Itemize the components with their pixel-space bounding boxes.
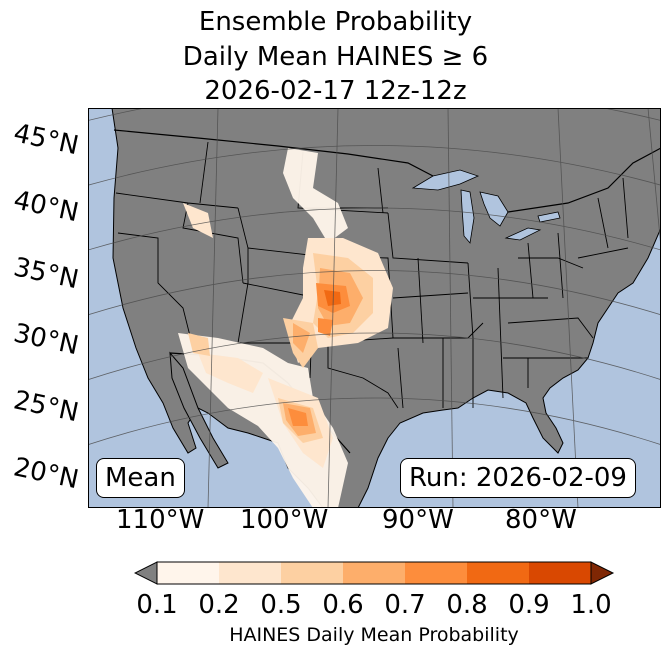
canada-us-border [113,129,661,213]
colorbar-segment [467,562,529,584]
title-line-3: 2026-02-17 12z-12z [204,76,467,106]
lon-label-90: 90°W [382,505,454,535]
colorbar-under-arrow [134,561,158,585]
prob-0.8-region [324,290,341,306]
map-frame [88,108,661,508]
lon-label-110: 110°W [116,505,205,535]
colorbar-segment [281,562,343,584]
prob-0.2-region [183,203,213,238]
colorbar-segment [157,562,219,584]
prob-0.5-region [188,333,210,356]
probability-shading [178,148,393,508]
lon-label-100: 100°W [240,505,329,535]
colorbar-segment [219,562,281,584]
lat-label-40: 40°N [10,185,82,229]
colorbar-tick-label: 0.8 [446,590,488,620]
lake-huron [479,191,509,227]
colorbar-label: HAINES Daily Mean Probability [229,624,519,646]
colorbar-tick-label: 0.1 [136,590,178,620]
colorbar-tick-label: 0.6 [322,590,364,620]
probability-map [88,108,661,508]
lake-michigan [460,189,475,244]
colorbar [134,561,615,585]
title-line-1: Ensemble Probability [198,7,473,37]
title-line-2: Daily Mean HAINES ≥ 6 [182,42,489,72]
colorbar-tick-label: 1.0 [570,590,612,620]
lat-label-45: 45°N [10,118,82,162]
prob-0.7-region [318,318,333,336]
lon-label-80: 80°W [505,505,577,535]
colorbar-tick-label: 0.9 [508,590,550,620]
colorbar-tick-label: 0.5 [260,590,302,620]
colorbar-segment [529,562,591,584]
lat-label-35: 35°N [10,252,82,296]
colorbar-tick-label: 0.7 [384,590,426,620]
colorbar-segment [343,562,405,584]
colorbar-over-arrow [590,561,615,585]
colorbar-tick-label: 0.2 [198,590,240,620]
lat-label-30: 30°N [10,318,82,362]
baja-peninsula [169,351,229,469]
prob-0.1-region [283,148,348,243]
run-date-label: Run: 2026-02-09 [400,458,636,498]
lat-label-25: 25°N [10,385,82,429]
prob-0.6-region [293,323,310,353]
lat-label-20: 20°N [10,452,82,496]
lake-erie [504,227,542,241]
colorbar-segment [405,562,467,584]
graticule [88,108,661,508]
lake-ontario [537,211,561,223]
prob-0.7-region [288,408,308,426]
mean-label: Mean [96,458,185,498]
prob-0.2-region [198,353,263,393]
colorbar-outline [156,561,592,585]
